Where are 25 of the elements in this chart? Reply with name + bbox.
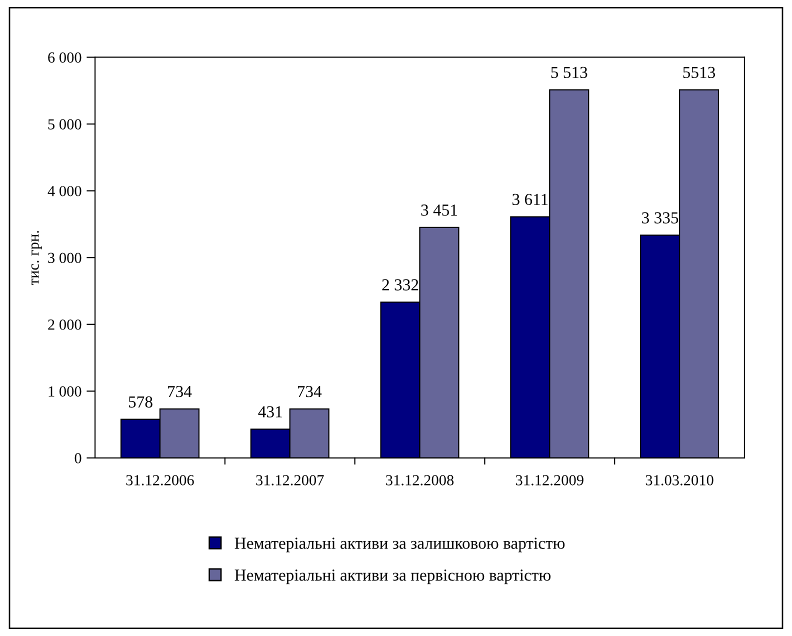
y-tick-label: 5 000 xyxy=(48,119,82,130)
data-label: 3 335 xyxy=(642,212,678,224)
data-label: 734 xyxy=(168,386,192,398)
data-label: 5 513 xyxy=(551,66,588,78)
data-label: 3 451 xyxy=(421,204,457,216)
data-label: 2 332 xyxy=(382,279,418,290)
x-tick-label: 31.12.2008 xyxy=(386,475,454,486)
x-tick-label: 31.03.2010 xyxy=(646,475,714,486)
data-label: 5513 xyxy=(683,66,716,78)
data-label: 578 xyxy=(128,396,152,408)
x-tick-label: 31.12.2009 xyxy=(516,475,584,486)
x-tick-label: 31.12.2006 xyxy=(126,475,194,486)
y-tick-label: 2 000 xyxy=(48,320,82,330)
y-axis-title: тис. грн. xyxy=(31,231,42,285)
y-tick-label: 1 000 xyxy=(48,386,82,397)
data-label: 431 xyxy=(258,406,282,418)
y-tick-label: 3 000 xyxy=(48,252,82,264)
y-tick-label: 0 xyxy=(74,453,82,464)
y-tick-label: 4 000 xyxy=(48,186,82,196)
legend-label: Нематеріальні активи за залишковою вартістю xyxy=(234,538,565,552)
data-label: 3 611 xyxy=(512,194,548,206)
legend-label: Нематеріальні активи за первісною вартістю xyxy=(234,570,551,584)
data-label: 734 xyxy=(298,386,322,398)
y-tick-label: 6 000 xyxy=(48,52,82,63)
x-tick-label: 31.12.2007 xyxy=(256,475,324,486)
